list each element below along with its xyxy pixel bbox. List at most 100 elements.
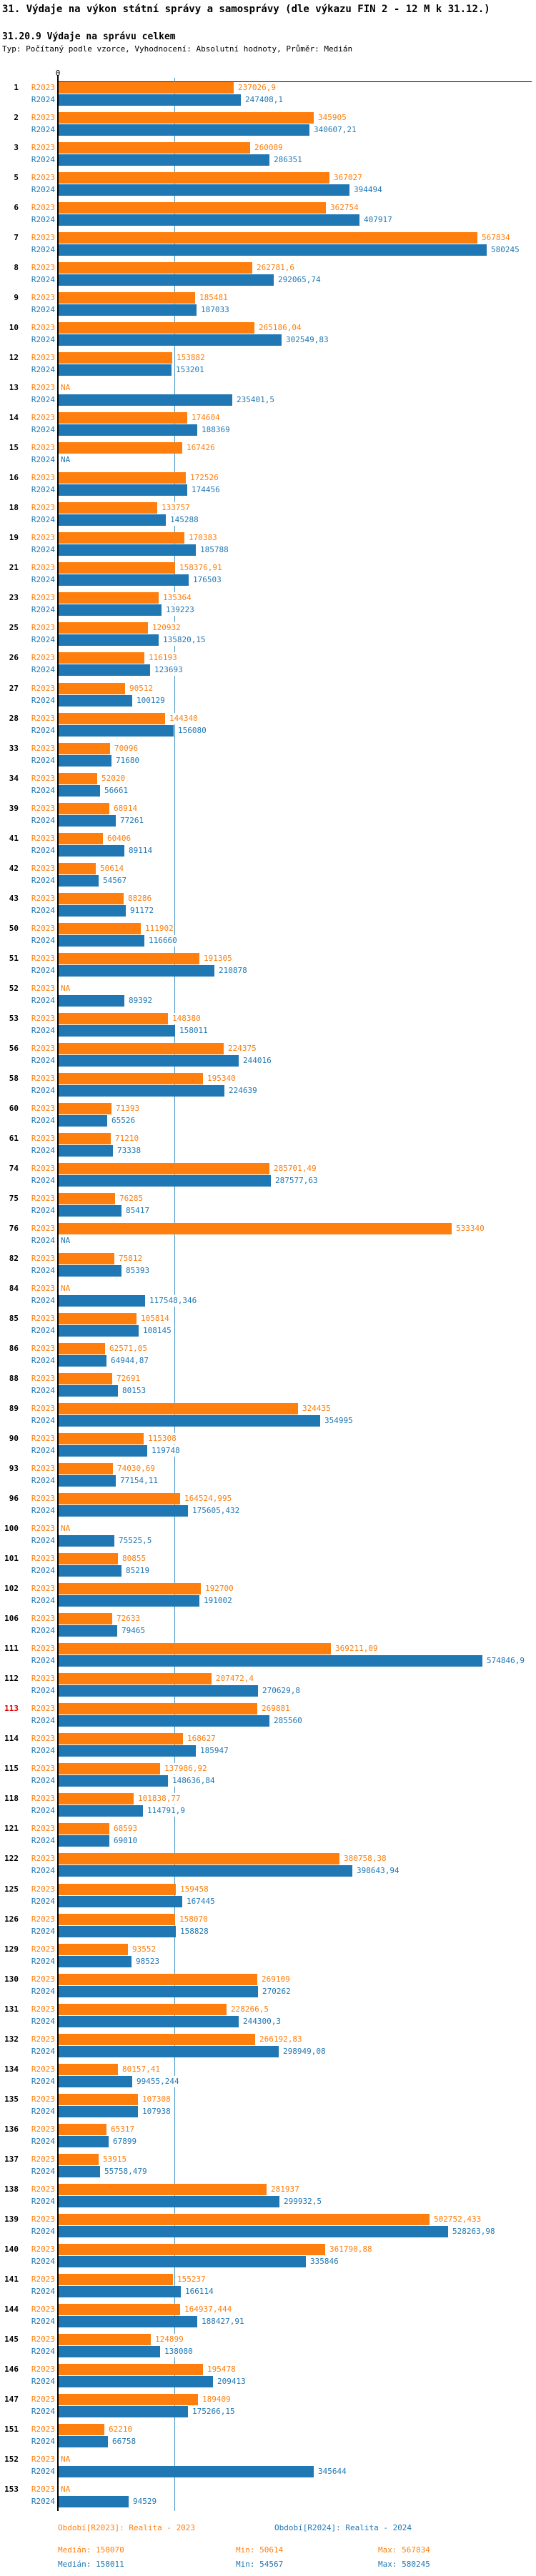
- row-number: 74: [9, 1164, 19, 1173]
- stat-median-r2024: Medián: 158011: [58, 2560, 124, 2569]
- bar-value-r2024: 153201: [175, 364, 205, 376]
- bar-group: 3 R2023 260089 R2024 286351: [0, 142, 536, 166]
- row-number: 134: [4, 2065, 19, 2074]
- bar-r2023: [59, 1703, 257, 1714]
- bar-group: 26 R2023 116193 R2024 123693: [0, 652, 536, 676]
- bar-r2023: [59, 2364, 203, 2375]
- bar-r2024: [59, 1775, 168, 1787]
- series-label-r2023: R2023: [31, 894, 55, 903]
- bar-group: 50 R2023 111902 R2024 116660: [0, 923, 536, 947]
- x-axis-line: [58, 81, 532, 82]
- bar-value-r2023: 167426: [186, 442, 216, 454]
- bar-r2023: [59, 1013, 168, 1024]
- bar-value-r2024: 77154,11: [119, 1475, 159, 1487]
- series-label-r2023: R2023: [31, 1314, 55, 1323]
- bar-r2024: [59, 2106, 138, 2117]
- series-label-r2023: R2023: [31, 1164, 55, 1173]
- row-number: 56: [9, 1044, 19, 1053]
- bar-r2023: [59, 652, 144, 664]
- bar-value-r2023: 74030,69: [116, 1463, 156, 1474]
- bar-value-r2023: 71393: [115, 1103, 141, 1114]
- series-label-r2024: R2024: [31, 1536, 55, 1545]
- series-label-r2024: R2024: [31, 786, 55, 795]
- bar-group: 52 R2023 NA R2024 89392: [0, 983, 536, 1007]
- bar-r2024: [59, 1505, 188, 1517]
- series-label-r2023: R2023: [31, 864, 55, 873]
- bar-value-r2023: 120932: [152, 622, 182, 634]
- bar-r2023: [59, 142, 250, 154]
- chart-meta-line: Typ: Počítaný podle vzorce, Vyhodnocení:…: [2, 44, 353, 54]
- bar-r2023: [59, 322, 254, 334]
- bar-group: 39 R2023 68914 R2024 77261: [0, 803, 536, 827]
- bar-r2023: [59, 1133, 111, 1144]
- bar-r2024: [59, 394, 232, 406]
- bar-value-r2024: 108145: [142, 1325, 172, 1337]
- series-label-r2023: R2023: [31, 1494, 55, 1503]
- series-label-r2023: R2023: [31, 323, 55, 332]
- bar-r2024: [59, 1295, 145, 1307]
- series-label-r2024: R2024: [31, 1266, 55, 1275]
- bar-r2024: [59, 2496, 129, 2507]
- series-label-r2023: R2023: [31, 1824, 55, 1833]
- bar-r2023: [59, 1944, 128, 1955]
- series-label-r2024: R2024: [31, 2437, 55, 2446]
- row-number: 39: [9, 804, 19, 813]
- row-number: 9: [14, 293, 19, 302]
- series-label-r2024: R2024: [31, 1086, 55, 1095]
- bar-group: 23 R2023 135364 R2024 139223: [0, 592, 536, 616]
- bar-value-r2023: 168627: [187, 1733, 217, 1744]
- row-number: 85: [9, 1314, 19, 1323]
- series-label-r2024: R2024: [31, 2317, 55, 2326]
- bar-value-r2024: 69010: [113, 1835, 139, 1847]
- row-number: 2: [14, 113, 19, 122]
- bar-r2024: [59, 604, 162, 616]
- bar-value-r2023: 101838,77: [137, 1793, 182, 1804]
- series-label-r2024: R2024: [31, 1776, 55, 1785]
- bar-group: 101 R2023 80855 R2024 85219: [0, 1553, 536, 1577]
- bar-r2023: [59, 2214, 430, 2225]
- bar-r2024: [59, 2256, 306, 2267]
- bar-value-r2023: 75812: [118, 1253, 144, 1264]
- bar-value-r2024: 89392: [128, 995, 154, 1007]
- series-label-r2024: R2024: [31, 966, 55, 975]
- series-label-r2024: R2024: [31, 936, 55, 945]
- bar-value-r2023: 62210: [108, 2424, 134, 2435]
- row-number: 96: [9, 1494, 19, 1503]
- bar-value-r2024: 176503: [192, 574, 222, 586]
- bar-group: 7 R2023 567834 R2024 580245: [0, 232, 536, 256]
- bar-r2024: [59, 1835, 109, 1847]
- bar-r2024: [59, 2136, 109, 2147]
- bar-value-r2024: 138080: [164, 2346, 194, 2357]
- series-label-r2024: R2024: [31, 1176, 55, 1185]
- bar-r2023: [59, 1673, 212, 1684]
- series-label-r2023: R2023: [31, 1524, 55, 1533]
- bar-r2023: [59, 953, 199, 964]
- series-label-r2023: R2023: [31, 563, 55, 572]
- bar-value-r2024: 54567: [102, 875, 128, 887]
- row-number: 141: [4, 2275, 19, 2284]
- bar-value-r2023: 191305: [203, 953, 233, 964]
- series-label-r2024: R2024: [31, 1206, 55, 1215]
- bar-r2023: [59, 622, 148, 634]
- series-label-r2024: R2024: [31, 155, 55, 164]
- bar-value-r2023: 362754: [329, 202, 359, 214]
- bar-r2024: [59, 995, 124, 1007]
- bar-value-r2024: 89114: [128, 845, 154, 857]
- bar-value-r2024: 79465: [121, 1625, 147, 1637]
- bar-value-r2023: 567834: [481, 232, 511, 244]
- series-label-r2023: R2023: [31, 1614, 55, 1623]
- row-number: 122: [4, 1854, 19, 1863]
- bar-r2024: [59, 1325, 139, 1337]
- series-label-r2023: R2023: [31, 1224, 55, 1233]
- bar-value-r2024: 394494: [353, 184, 383, 196]
- row-number: 42: [9, 864, 19, 873]
- row-number: 144: [4, 2305, 19, 2314]
- bar-r2023: [59, 1553, 118, 1564]
- bar-group: 53 R2023 148380 R2024 158011: [0, 1013, 536, 1037]
- bar-r2024: [59, 1115, 107, 1127]
- series-label-r2023: R2023: [31, 1434, 55, 1443]
- bar-r2024: [59, 695, 132, 707]
- row-number: 131: [4, 2005, 19, 2014]
- bar-r2023: [59, 562, 175, 574]
- bar-r2024: [59, 2406, 188, 2417]
